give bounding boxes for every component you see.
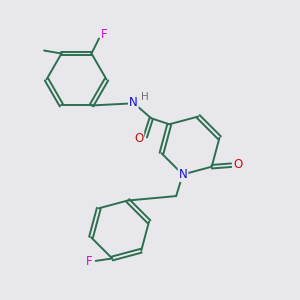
Text: F: F xyxy=(86,255,92,268)
Text: N: N xyxy=(129,96,138,109)
Text: O: O xyxy=(134,132,143,145)
Text: H: H xyxy=(141,92,149,102)
Text: F: F xyxy=(101,28,108,41)
Text: O: O xyxy=(233,158,242,171)
Text: N: N xyxy=(179,168,188,181)
